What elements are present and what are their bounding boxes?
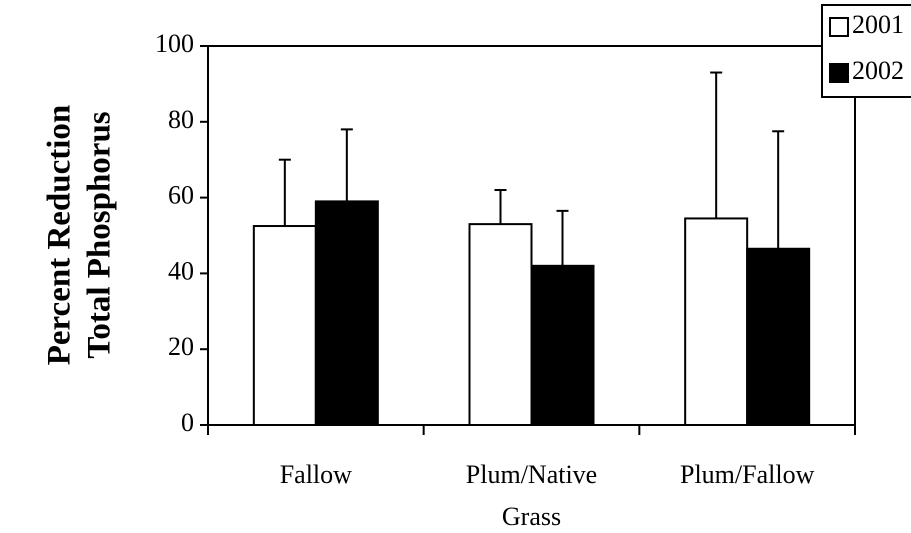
y-label-group: Total Phosphorus — [82, 111, 118, 358]
bar — [252, 225, 317, 426]
legend-swatch — [829, 63, 849, 83]
x-tick-label: Fallow — [280, 460, 352, 489]
error-bar — [494, 189, 507, 225]
legend-label: 2001 — [852, 10, 904, 39]
x-tick-label: Plum/Native Grass — [466, 460, 597, 531]
y-axis-label: Total Phosphorus — [82, 111, 118, 358]
bar — [314, 200, 379, 426]
error-bar — [278, 158, 291, 227]
bar — [468, 223, 533, 426]
error-bar — [772, 130, 785, 249]
legend-swatch — [829, 17, 849, 37]
y-tick-label: 0 — [181, 408, 194, 437]
y-tick-label: 40 — [168, 256, 194, 285]
x-tick-label: Plum/Fallow — [680, 460, 815, 489]
y-tick-label: 60 — [168, 181, 194, 210]
y-axis-label: Percent Reduction — [42, 105, 78, 366]
error-bar — [556, 209, 569, 266]
error-bar — [340, 128, 353, 202]
bar — [684, 217, 749, 426]
y-tick-label: 100 — [155, 29, 194, 58]
y-label-group: Percent Reduction — [42, 105, 78, 366]
legend-label: 2002 — [852, 56, 904, 85]
error-bar — [710, 71, 723, 219]
y-tick-label: 20 — [168, 332, 194, 361]
bar — [746, 247, 811, 426]
y-tick-label: 80 — [168, 105, 194, 134]
bar — [530, 264, 595, 426]
